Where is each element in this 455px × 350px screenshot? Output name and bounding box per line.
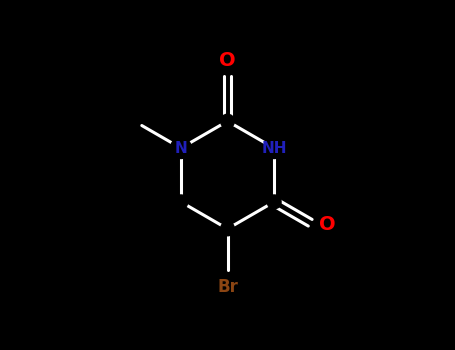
- Circle shape: [267, 195, 281, 209]
- Circle shape: [174, 195, 188, 209]
- Text: O: O: [318, 215, 335, 234]
- Text: Br: Br: [217, 278, 238, 296]
- Text: O: O: [219, 51, 236, 70]
- Circle shape: [264, 138, 284, 159]
- Circle shape: [171, 138, 191, 159]
- Text: NH: NH: [261, 141, 287, 156]
- Circle shape: [221, 222, 234, 236]
- Circle shape: [221, 114, 234, 128]
- Text: N: N: [175, 141, 187, 156]
